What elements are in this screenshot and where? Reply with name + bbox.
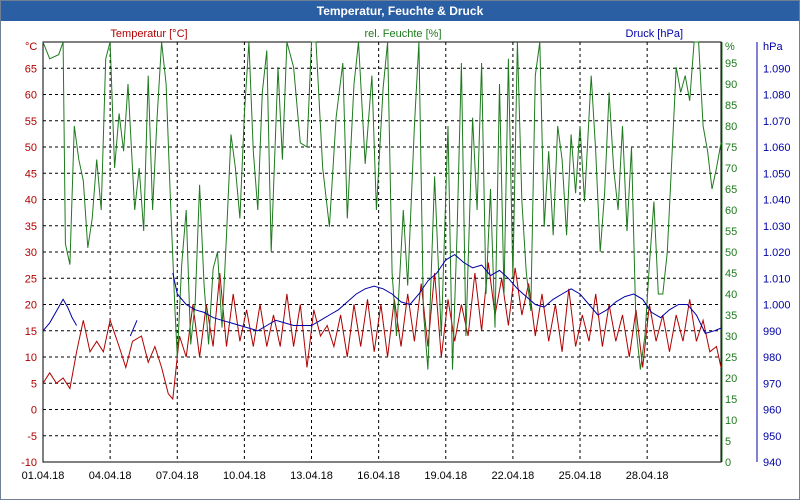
pressure-tick-label: 1.010 [763, 273, 791, 285]
pressure-line-segment [129, 320, 138, 337]
pressure-tick-label: 1.040 [763, 195, 791, 207]
x-tick-label: 07.04.18 [156, 470, 199, 482]
humidity-unit: % [725, 41, 735, 53]
humidity-tick-label: 65 [725, 184, 737, 196]
humidity-tick-label: 35 [725, 310, 737, 322]
pressure-tick-label: 1.090 [763, 63, 791, 75]
pressure-tick-label: 990 [763, 326, 781, 338]
temperature-tick-label: -10 [21, 457, 37, 469]
humidity-tick-label: 75 [725, 142, 737, 154]
chart-canvas: 01.04.18 04.04.18 07.04.18 10.04.18 13.04.18… [21, 28, 790, 482]
humidity-tick-label: 25 [725, 352, 737, 364]
x-tick-label: 01.04.18 [22, 470, 65, 482]
pressure-tick-label: 1.020 [763, 247, 791, 259]
x-tick-label: 04.04.18 [89, 470, 132, 482]
x-tick-label: 28.04.18 [626, 470, 669, 482]
x-tick-label: 13.04.18 [290, 470, 333, 482]
temperature-line [42, 262, 722, 401]
pressure-tick-label: 940 [763, 457, 781, 469]
pressure-tick-label: 970 [763, 378, 781, 390]
pressure-tick-label: 1.070 [763, 116, 791, 128]
x-tick-label: 22.04.18 [491, 470, 534, 482]
x-tick-label: 25.04.18 [559, 470, 602, 482]
temperature-tick-label: 60 [25, 90, 37, 102]
humidity-tick-label: 15 [725, 394, 737, 406]
temperature-tick-label: 35 [25, 221, 37, 233]
pressure-line-segment [42, 298, 78, 332]
humidity-tick-label: 95 [725, 58, 737, 70]
humidity-tick-label: 55 [725, 226, 737, 238]
pressure-tick-label: 1.030 [763, 221, 791, 233]
axes: 01.04.18 04.04.18 07.04.18 10.04.18 13.04.18… [21, 28, 790, 482]
humidity-tick-label: 50 [725, 247, 737, 259]
temperature-tick-label: 30 [25, 247, 37, 259]
pressure-unit: hPa [763, 41, 783, 53]
temperature-tick-label: -5 [27, 431, 37, 443]
humidity-tick-label: 80 [725, 121, 737, 133]
pressure-tick-label: 950 [763, 431, 781, 443]
pressure-tick-label: 980 [763, 352, 781, 364]
temperature-tick-label: 10 [25, 352, 37, 364]
temperature-tick-label: 40 [25, 195, 37, 207]
pressure-line-segment [172, 253, 722, 334]
humidity-tick-label: 90 [725, 79, 737, 91]
pressure-tick-label: 1.060 [763, 142, 791, 154]
temperature-axis-title: Temperatur [°C] [110, 28, 187, 40]
humidity-tick-label: 20 [725, 373, 737, 385]
temperature-tick-label: 65 [25, 63, 37, 75]
series-group [42, 41, 722, 401]
humidity-tick-label: 0 [725, 457, 731, 469]
pressure-tick-label: 960 [763, 405, 781, 417]
temperature-tick-label: 5 [31, 378, 37, 390]
humidity-tick-label: 45 [725, 268, 737, 280]
pressure-tick-label: 1.080 [763, 90, 791, 102]
temperature-tick-label: 0 [31, 405, 37, 417]
window-title: Temperatur, Feuchte & Druck [1, 1, 799, 21]
temperature-unit: °C [25, 41, 37, 53]
temperature-tick-label: 45 [25, 168, 37, 180]
temperature-tick-label: 15 [25, 326, 37, 338]
humidity-axis-title: rel. Feuchte [%] [364, 28, 441, 40]
pressure-axis-title: Druck [hPa] [626, 28, 683, 40]
humidity-tick-label: 30 [725, 331, 737, 343]
humidity-tick-label: 5 [725, 436, 731, 448]
temperature-tick-label: 20 [25, 300, 37, 312]
humidity-tick-label: 85 [725, 100, 737, 112]
humidity-tick-label: 40 [725, 289, 737, 301]
temperature-tick-label: 50 [25, 142, 37, 154]
humidity-tick-label: 60 [725, 205, 737, 217]
humidity-tick-label: 10 [725, 415, 737, 427]
pressure-tick-label: 1.000 [763, 300, 791, 312]
x-tick-label: 19.04.18 [424, 470, 467, 482]
temperature-tick-label: 55 [25, 116, 37, 128]
x-tick-label: 16.04.18 [357, 470, 400, 482]
pressure-tick-label: 1.050 [763, 168, 791, 180]
humidity-line [42, 41, 722, 370]
grid [42, 41, 722, 463]
humidity-tick-label: 70 [725, 163, 737, 175]
temperature-tick-label: 25 [25, 273, 37, 285]
x-tick-label: 10.04.18 [223, 470, 266, 482]
